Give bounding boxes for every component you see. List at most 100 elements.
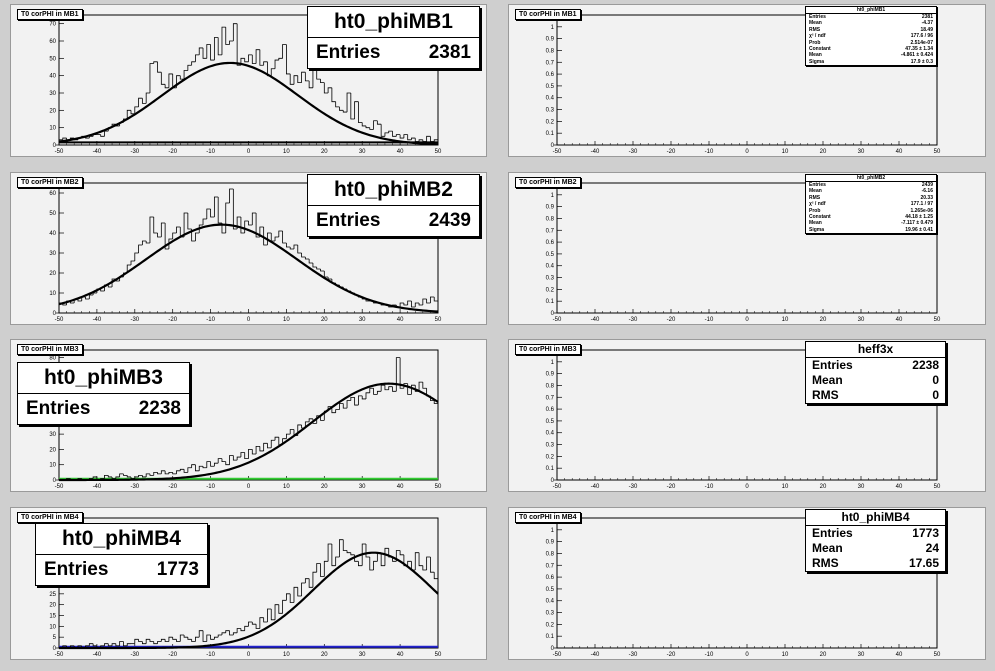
histogram-bin <box>168 73 173 88</box>
histogram-bin <box>168 238 173 249</box>
gaussian-fit-curve <box>58 61 439 146</box>
histogram-bin <box>210 635 215 640</box>
y-tick-label: 60 <box>49 39 56 45</box>
histogram-bin <box>195 232 200 241</box>
histogram-bin <box>414 302 420 307</box>
y-tick-label: 25 <box>49 592 56 598</box>
histogram-bin <box>278 57 283 61</box>
stats-row: Mean 24 <box>806 541 945 556</box>
y-tick-label: 50 <box>49 211 56 217</box>
stats-row-value: 1773 <box>156 559 199 580</box>
stats-box: heff3x Entries 2238 Mean 0 RMS 0 <box>805 341 946 404</box>
histogram-bin <box>191 61 196 66</box>
histogram-bin <box>225 630 230 633</box>
x-tick-label: 10 <box>782 149 789 155</box>
histogram-bin <box>358 395 363 406</box>
stats-row-label: Entries <box>26 398 91 419</box>
histogram-bin <box>395 550 401 562</box>
histogram-bin <box>187 637 192 640</box>
stats-row: Entries 2439 <box>308 206 479 236</box>
pad-title: T0 corPHI in MB1 <box>515 9 581 20</box>
stats-row-label: Mean <box>809 220 822 227</box>
histogram-bin <box>164 470 169 475</box>
stats-row-value: 1.265e-06 <box>910 207 933 214</box>
pad-title: T0 corPHI in MB2 <box>515 177 581 188</box>
stats-row-label: Entries <box>809 14 826 20</box>
histogram-bin <box>111 643 116 646</box>
y-tick-label: 15 <box>49 614 56 620</box>
histogram-bin <box>274 604 279 620</box>
histogram-bin <box>430 557 435 573</box>
histogram-bin <box>411 137 416 140</box>
y-tick-label: 10 <box>49 463 56 469</box>
histogram-bin <box>342 539 348 551</box>
histogram-bin <box>422 298 427 305</box>
x-tick-label: 20 <box>321 484 328 490</box>
y-tick-label: 1 <box>551 360 555 366</box>
histogram-bin <box>297 75 302 83</box>
histogram-bin <box>111 278 116 287</box>
stats-row: Entries 1773 <box>806 526 945 541</box>
histogram-bin <box>433 572 438 580</box>
histogram-bin <box>365 544 370 558</box>
histogram-pad: -50-40-30-20-100102030405051015202530354… <box>10 507 487 660</box>
x-tick-label: -50 <box>55 149 64 155</box>
histogram-bin <box>172 637 177 640</box>
histogram-bin <box>312 571 317 588</box>
histogram-bin <box>399 550 404 556</box>
histogram-bin <box>399 302 404 307</box>
histogram-pad: -50 -40 -30 -20 -10 0 10 20 30 40 50 10 20 30 40 50 60 70… <box>10 4 487 157</box>
stats-row: RMS 0 <box>806 388 945 403</box>
x-tick-label: 50 <box>435 317 442 323</box>
histogram-bin <box>100 289 105 292</box>
histogram-bin <box>346 550 351 554</box>
histogram-bin <box>62 137 67 140</box>
stats-row-value: 0 <box>932 388 939 402</box>
stats-row: Constant 47.35 ± 1.34 <box>806 46 936 52</box>
histogram-pad: -50 -40 -30 -20 -10 0 10 20 30 40 50 0.1 0.2 0.3 0.4 0.… <box>508 507 986 660</box>
stats-row-value: 2381 <box>921 14 933 20</box>
histogram-bin <box>115 643 120 647</box>
histogram-bin <box>289 247 294 250</box>
x-tick-label: -10 <box>206 484 215 490</box>
stats-row-label: Constant <box>809 46 831 53</box>
stats-row-label: Prob <box>809 207 821 214</box>
histogram-bin <box>426 299 431 304</box>
stats-row: Mean 0 <box>806 373 945 388</box>
histogram-bin <box>119 473 124 477</box>
stats-row-label: Mean <box>809 20 822 27</box>
histogram-bin <box>354 101 359 119</box>
stats-row-label: Entries <box>44 559 109 580</box>
histogram-bin <box>320 79 325 83</box>
histogram-bin <box>316 563 321 573</box>
histogram-bin <box>160 72 166 85</box>
y-tick-label: 0.9 <box>546 540 555 546</box>
stats-row: χ² / ndf 177.1 / 97 <box>806 201 936 207</box>
histogram-bin <box>141 475 147 478</box>
stats-box: ht0_phiMB4 Entries 1773 Mean 24 RMS 17.65 <box>805 509 946 572</box>
pad-title: T0 corPHI in MB2 <box>17 177 83 188</box>
x-tick-label: 0 <box>745 484 749 490</box>
histogram-bin <box>259 226 264 237</box>
histogram-bin <box>339 539 344 557</box>
y-tick-label: 0.5 <box>546 419 555 425</box>
histogram-bin <box>418 303 423 306</box>
histogram-bin <box>267 608 272 622</box>
stats-box-title: ht0_phiMB4 <box>36 524 207 555</box>
x-tick-label: -20 <box>168 652 177 658</box>
y-tick-label: 40 <box>49 74 56 80</box>
histogram-bin <box>365 392 370 399</box>
histogram-bin <box>263 442 268 451</box>
stats-row-value: 177.6 / 96 <box>910 33 933 40</box>
histogram-bin <box>183 70 188 80</box>
histogram-bin <box>304 72 310 82</box>
histogram-bin <box>301 253 306 258</box>
histogram-bin <box>346 92 351 113</box>
x-tick-label: -40 <box>93 652 102 658</box>
stats-box-title: ht0_phiMB2 <box>806 175 936 182</box>
histogram-bin <box>130 110 135 115</box>
y-tick-label: 0.7 <box>546 395 555 401</box>
histogram-bin <box>369 557 374 571</box>
x-tick-label: 40 <box>896 317 903 323</box>
x-tick-label: 10 <box>283 484 290 490</box>
